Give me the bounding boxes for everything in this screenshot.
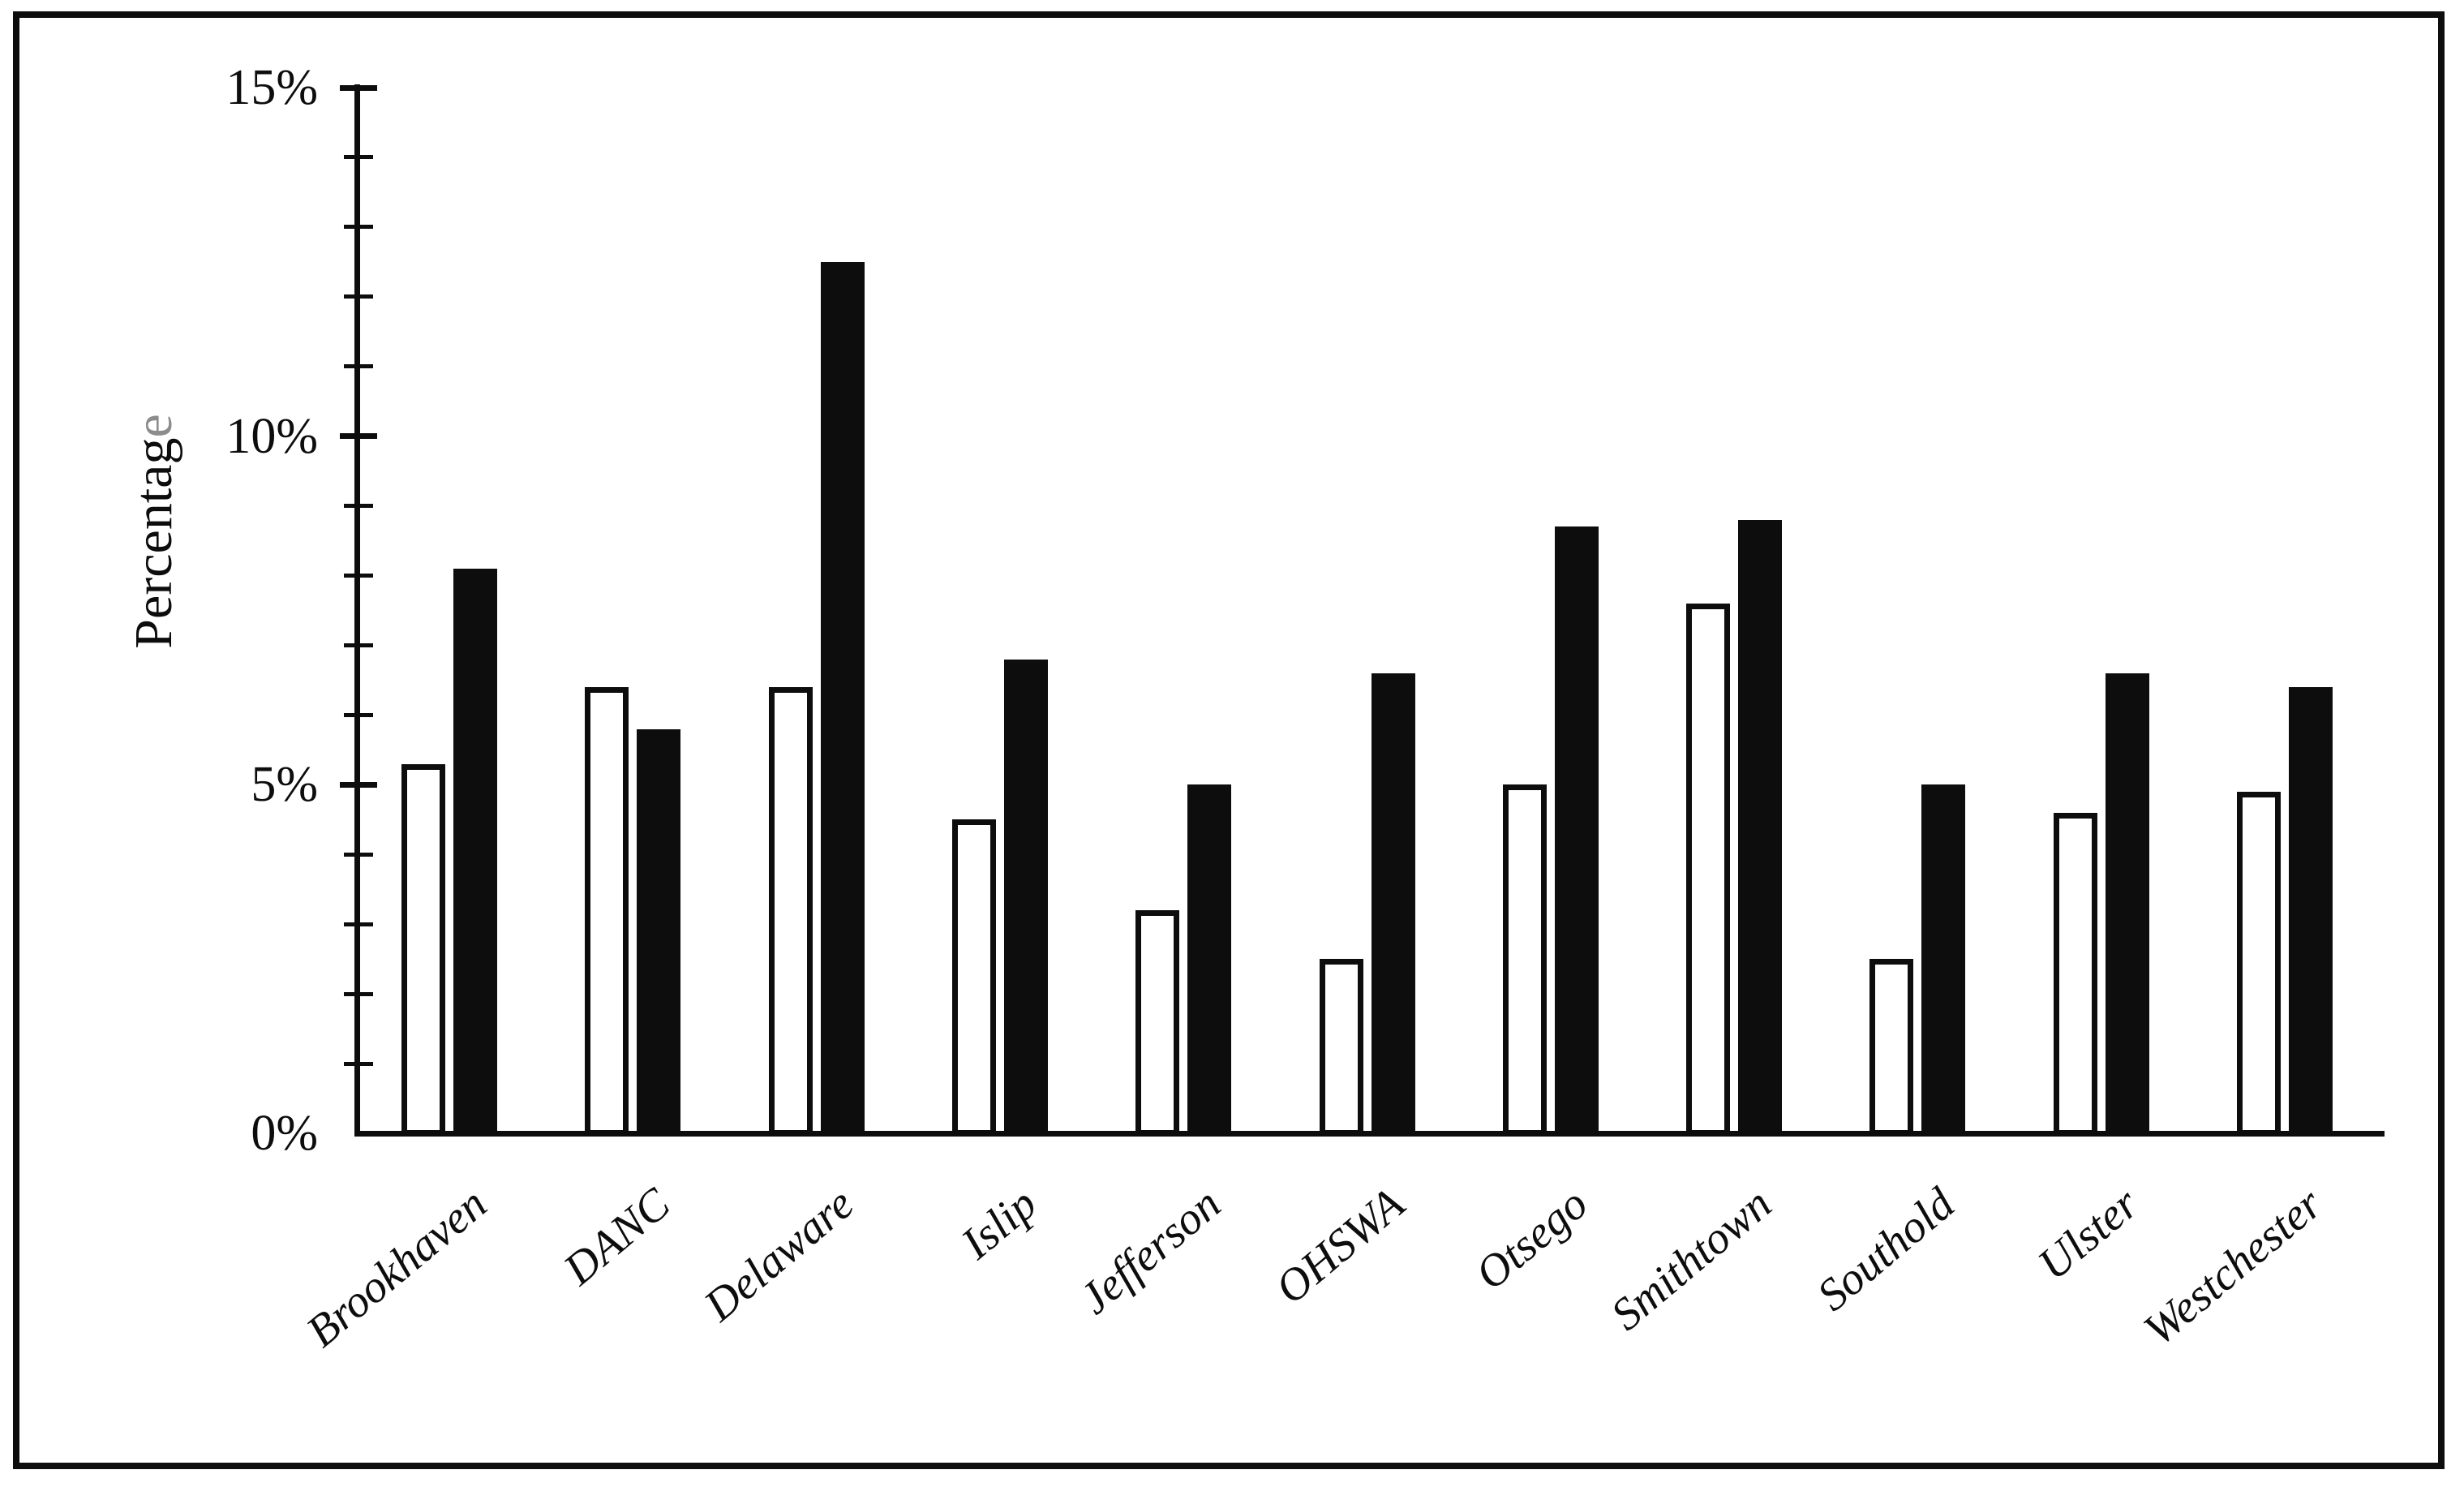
x-label-smithtown: Smithtown	[1601, 1178, 1781, 1341]
x-label-ohswa: OHSWA	[1265, 1178, 1414, 1314]
bar-otsego-white	[1502, 784, 1547, 1136]
y-axis-line	[354, 84, 360, 1137]
x-label-otsego: Otsego	[1466, 1178, 1598, 1300]
y-tick-minor-8pct	[343, 574, 373, 578]
bar-brookhaven-white	[401, 763, 445, 1136]
bar-ulster-white	[2053, 812, 2097, 1136]
bar-delaware-white	[768, 687, 813, 1136]
bar-jefferson-white	[1135, 910, 1180, 1136]
bar-ulster-black	[2105, 673, 2149, 1136]
bar-otsego-black	[1554, 526, 1599, 1136]
bar-delaware-black	[820, 261, 865, 1136]
bar-ohswa-white	[1319, 959, 1363, 1136]
y-tick-minor-9pct	[343, 504, 373, 509]
x-label-ulster: Ulster	[2028, 1178, 2148, 1291]
x-label-southold: Southold	[1808, 1178, 1964, 1322]
y-tick-minor-12pct	[343, 294, 373, 299]
bar-brookhaven-black	[453, 568, 497, 1136]
bar-danc-white	[585, 687, 629, 1136]
bar-southold-white	[1869, 959, 1914, 1136]
bar-westchester-black	[2289, 687, 2333, 1136]
y-tick-minor-13pct	[343, 225, 373, 230]
y-tick-label-5pct: 5%	[251, 757, 318, 812]
x-label-danc: DANC	[554, 1178, 680, 1296]
y-tick-label-15pct: 15%	[225, 60, 318, 115]
y-tick-minor-3pct	[343, 922, 373, 926]
chart-frame	[13, 11, 2445, 1469]
y-tick-major-15pct	[339, 84, 377, 91]
bar-islip-white	[951, 819, 996, 1136]
bar-westchester-white	[2237, 791, 2281, 1136]
y-tick-minor-6pct	[343, 712, 373, 717]
x-label-brookhaven: Brookhaven	[296, 1178, 496, 1357]
bar-jefferson-black	[1187, 784, 1232, 1136]
y-tick-major-5pct	[339, 781, 377, 788]
bar-southold-black	[1921, 784, 1966, 1136]
x-label-delaware: Delaware	[694, 1178, 864, 1331]
bar-ohswa-black	[1371, 673, 1415, 1136]
y-tick-minor-1pct	[343, 1061, 373, 1066]
y-tick-minor-7pct	[343, 643, 373, 647]
bar-danc-black	[637, 728, 681, 1136]
y-tick-minor-11pct	[343, 364, 373, 369]
x-axis-line	[354, 1130, 2385, 1137]
x-label-westchester: Westchester	[2134, 1178, 2332, 1356]
y-tick-label-10pct: 10%	[225, 409, 318, 464]
bar-smithtown-black	[1738, 519, 1783, 1136]
x-label-jefferson: Jefferson	[1070, 1178, 1230, 1325]
x-label-islip: Islip	[952, 1178, 1047, 1270]
y-tick-label-0pct: 0%	[251, 1106, 318, 1161]
bar-smithtown-white	[1686, 603, 1731, 1136]
y-tick-major-10pct	[339, 433, 377, 440]
bar-islip-black	[1003, 659, 1048, 1136]
y-tick-minor-2pct	[343, 991, 373, 996]
y-tick-minor-14pct	[343, 155, 373, 160]
y-tick-minor-4pct	[343, 852, 373, 857]
